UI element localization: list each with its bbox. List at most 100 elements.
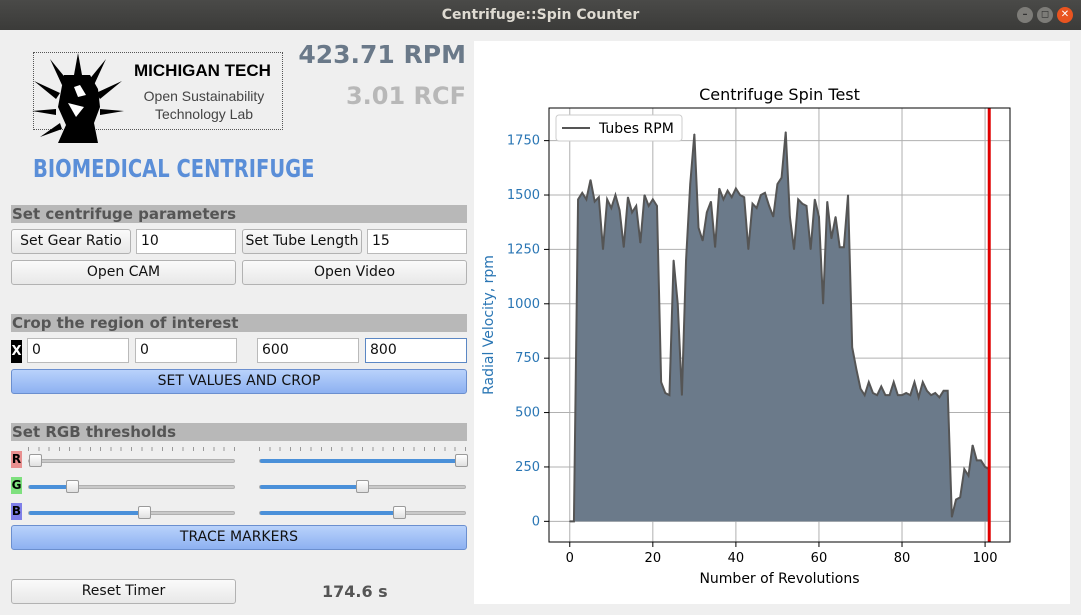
x-tick-label: 100 bbox=[973, 551, 998, 566]
minimize-button[interactable]: – bbox=[1017, 7, 1033, 23]
data-point bbox=[668, 394, 671, 396]
slider-b-low[interactable] bbox=[28, 506, 235, 519]
crop-y-input[interactable]: 0 bbox=[135, 338, 237, 363]
window-title: Centrifuge::Spin Counter bbox=[441, 7, 640, 23]
data-point bbox=[652, 198, 654, 200]
slider-g-low[interactable] bbox=[28, 480, 235, 493]
data-point bbox=[814, 198, 816, 200]
data-point bbox=[681, 394, 683, 396]
data-point bbox=[619, 209, 621, 211]
data-point bbox=[868, 381, 870, 383]
gear-ratio-input[interactable]: 10 bbox=[136, 229, 236, 254]
data-point bbox=[826, 200, 828, 203]
data-point bbox=[714, 246, 716, 248]
data-point bbox=[743, 196, 745, 198]
data-point bbox=[922, 381, 924, 383]
slider-handle[interactable] bbox=[138, 506, 152, 519]
data-point bbox=[697, 227, 700, 229]
lab-logo: MICHIGAN TECH Open Sustainability Techno… bbox=[32, 52, 283, 143]
open-cam-button[interactable]: Open CAM bbox=[11, 260, 236, 285]
slider-g-high[interactable] bbox=[259, 480, 466, 493]
data-point bbox=[810, 248, 812, 251]
data-point bbox=[847, 194, 849, 196]
data-point bbox=[764, 192, 766, 194]
data-point bbox=[710, 200, 712, 203]
params-section-header: Set centrifuge parameters bbox=[11, 205, 467, 223]
slider-handle[interactable] bbox=[392, 506, 406, 519]
x-tick-label: 20 bbox=[645, 551, 662, 566]
y-axis-label: Radial Velocity, rpm bbox=[481, 255, 497, 395]
slider-handle[interactable] bbox=[355, 480, 369, 493]
data-point bbox=[776, 183, 779, 185]
crop-x-input[interactable]: 0 bbox=[27, 338, 129, 363]
crop-x-label: X bbox=[11, 340, 22, 363]
data-point bbox=[918, 396, 920, 398]
data-point bbox=[967, 475, 970, 477]
data-point bbox=[839, 246, 841, 248]
crop-height-input[interactable]: 800 bbox=[365, 338, 467, 363]
data-point bbox=[855, 368, 857, 370]
data-point bbox=[789, 216, 791, 218]
slider-ticks bbox=[259, 447, 466, 451]
logo-subtitle-line2: Technology Lab bbox=[154, 106, 254, 122]
channel-label-b: B bbox=[11, 503, 22, 520]
reset-timer-button[interactable]: Reset Timer bbox=[11, 579, 236, 604]
data-point bbox=[747, 248, 749, 251]
data-point bbox=[801, 203, 803, 205]
slider-r-low[interactable] bbox=[28, 454, 235, 467]
maximize-button[interactable]: ◻ bbox=[1037, 7, 1053, 23]
data-point bbox=[648, 205, 650, 207]
data-point bbox=[797, 198, 799, 200]
slider-handle[interactable] bbox=[66, 480, 80, 493]
crop-width-input[interactable]: 600 bbox=[257, 338, 359, 363]
data-point bbox=[976, 459, 978, 462]
slider-handle[interactable] bbox=[455, 454, 468, 467]
y-tick-label: 0 bbox=[532, 514, 540, 529]
y-tick-label: 250 bbox=[515, 460, 540, 475]
data-point bbox=[942, 390, 945, 392]
data-point bbox=[930, 394, 932, 396]
data-point bbox=[963, 468, 965, 470]
data-point bbox=[585, 198, 587, 200]
y-tick-label: 1250 bbox=[507, 242, 540, 257]
close-button[interactable]: ✕ bbox=[1057, 7, 1073, 23]
data-point bbox=[876, 394, 878, 396]
data-point bbox=[822, 303, 824, 305]
slider-fill bbox=[29, 485, 69, 489]
plot-panel: 0 20 40 60 80 100 0 250 500 750 1000 1250 1500 1750 Ce… bbox=[474, 41, 1070, 604]
slider-r-high[interactable] bbox=[259, 454, 468, 467]
data-point bbox=[859, 388, 862, 390]
data-point bbox=[760, 194, 762, 196]
rcf-readout: 3.01 RCF bbox=[345, 82, 466, 110]
data-point bbox=[756, 207, 758, 209]
data-point bbox=[938, 396, 940, 398]
data-point bbox=[872, 392, 874, 394]
y-tick-label: 1000 bbox=[507, 297, 540, 312]
trace-markers-button[interactable]: TRACE MARKERS bbox=[11, 525, 467, 550]
data-point bbox=[830, 237, 833, 240]
data-point bbox=[864, 394, 866, 396]
data-point bbox=[631, 211, 633, 214]
slider-b-high[interactable] bbox=[259, 506, 466, 519]
spin-chart: 0 20 40 60 80 10002505007501000125015001750Ce… bbox=[481, 85, 1011, 587]
x-tick-label: 60 bbox=[811, 551, 828, 566]
data-point bbox=[610, 207, 612, 209]
data-point bbox=[843, 246, 845, 248]
data-point bbox=[913, 381, 916, 383]
set-gear-ratio-button[interactable]: Set Gear Ratio bbox=[11, 229, 131, 254]
data-point bbox=[606, 198, 608, 200]
data-point bbox=[901, 394, 903, 396]
data-point bbox=[980, 459, 982, 462]
set-values-and-crop-button[interactable]: SET VALUES AND CROP bbox=[11, 369, 467, 394]
slider-handle[interactable] bbox=[29, 454, 42, 467]
data-point bbox=[577, 198, 579, 200]
x-axis-label: Number of Revolutions bbox=[699, 571, 859, 587]
open-video-button[interactable]: Open Video bbox=[242, 260, 467, 285]
data-point bbox=[768, 205, 770, 207]
data-point bbox=[589, 179, 592, 181]
window-titlebar[interactable]: Centrifuge::Spin Counter – ◻ ✕ bbox=[0, 0, 1081, 30]
set-tube-length-button[interactable]: Set Tube Length bbox=[242, 229, 362, 254]
channel-label-r: R bbox=[11, 451, 22, 468]
tube-length-input[interactable]: 15 bbox=[367, 229, 467, 254]
legend-label: Tubes RPM bbox=[598, 121, 674, 137]
